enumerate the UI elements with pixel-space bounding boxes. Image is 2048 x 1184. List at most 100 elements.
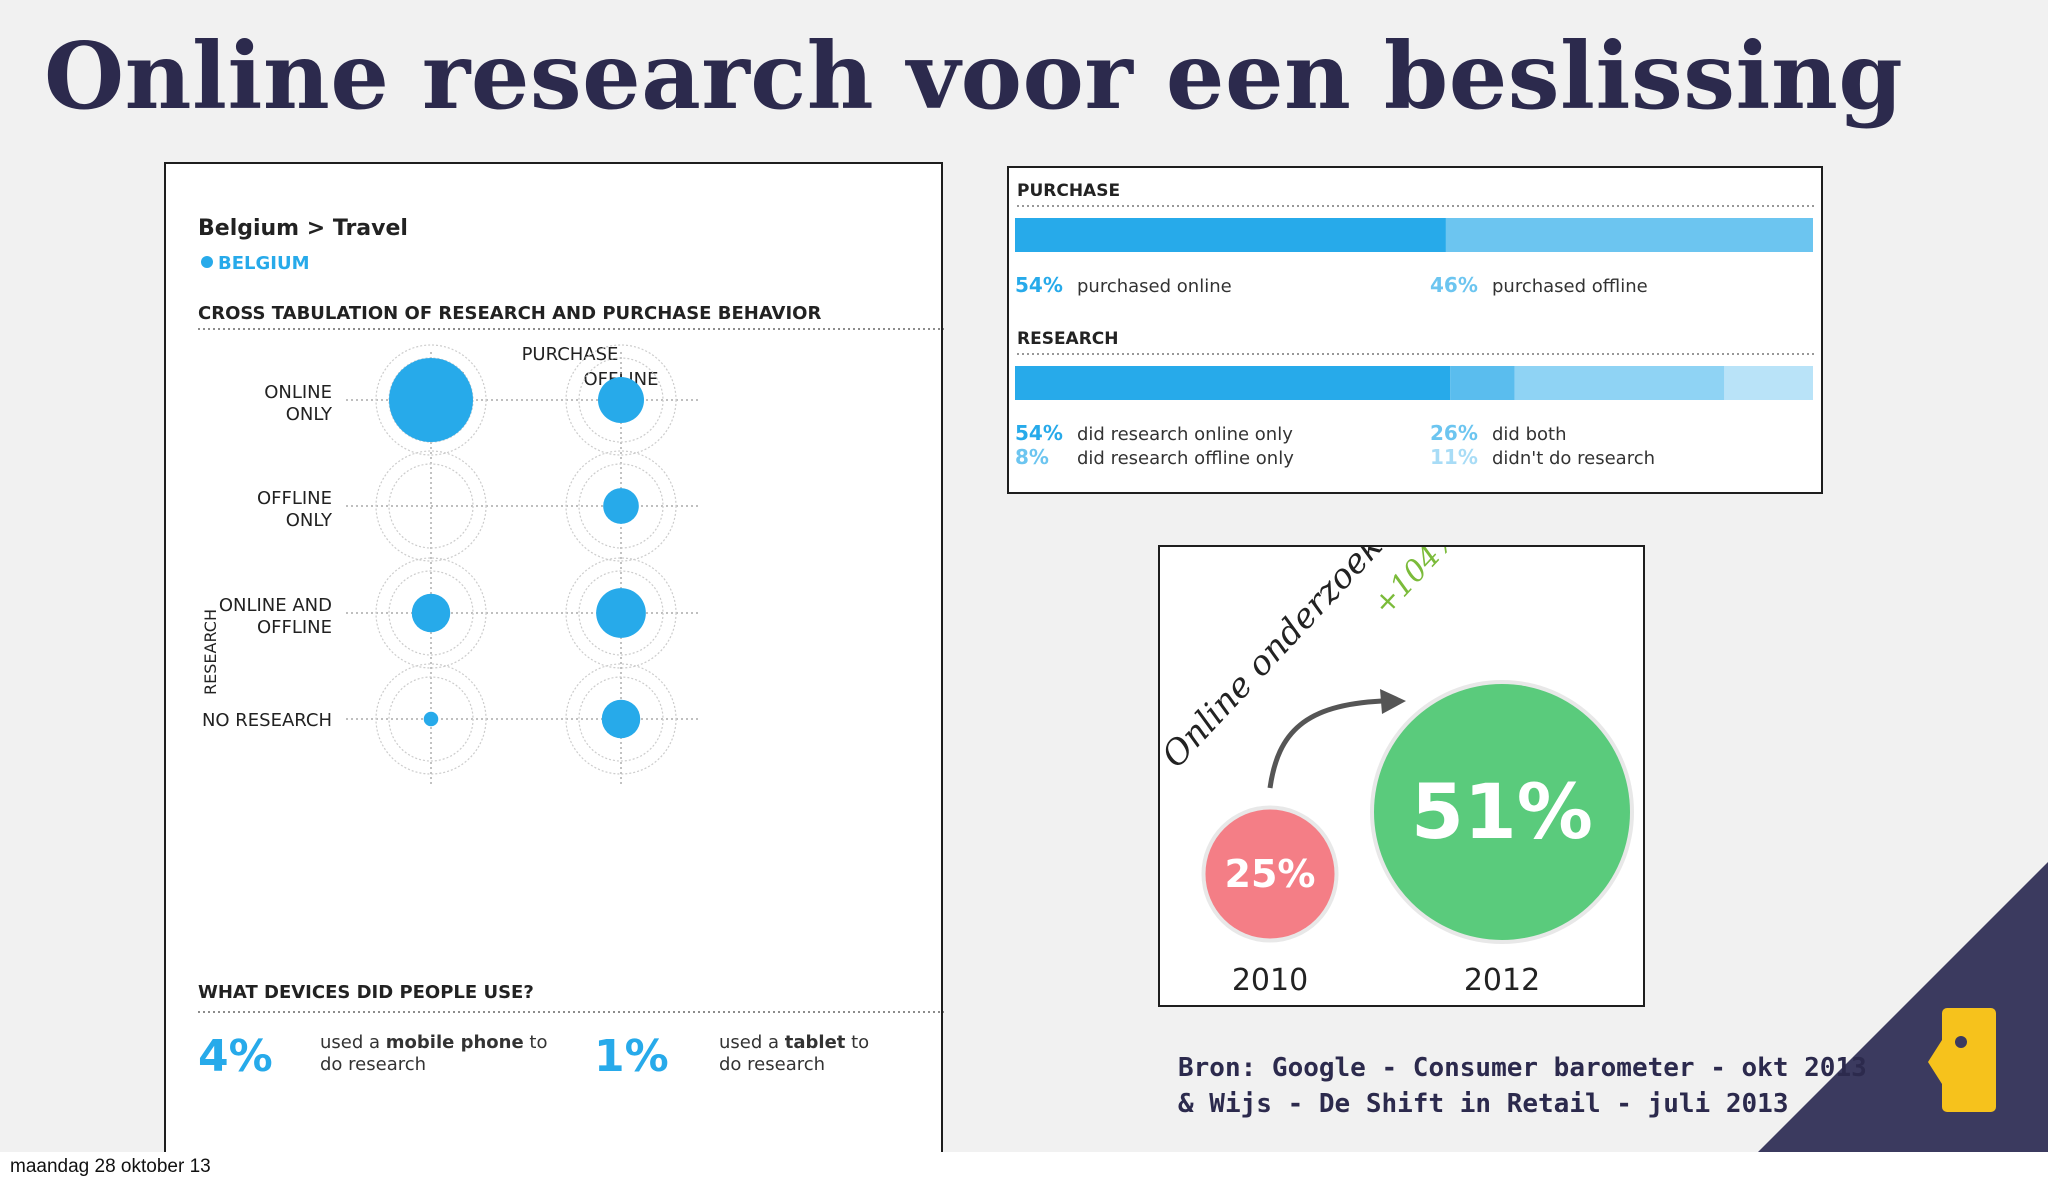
bubble-online-row-0 <box>389 358 473 442</box>
devices-title: WHAT DEVICES DID PEOPLE USE? <box>198 982 534 1003</box>
legend-label: purchased offline <box>1492 276 1648 297</box>
summary-legend: 54% purchased online 46% purchased offline 5… <box>1015 273 1655 469</box>
bubble-ring <box>578 570 664 656</box>
device-tablet-line2: do research <box>719 1054 825 1075</box>
row-label-line: ONLINE <box>264 382 332 403</box>
source-line-2: & Wijs - De Shift in Retail - juli 2013 <box>1178 1089 1789 1119</box>
legend-pct: 8% <box>1015 445 1049 469</box>
purchase-section-title: PURCHASE <box>1017 181 1120 201</box>
footer-date: maandag 28 oktober 13 <box>10 1156 211 1177</box>
growth-bubble-label: 51% <box>1411 767 1593 856</box>
bubble-ring <box>565 663 677 775</box>
row-label-line: OFFLINE <box>257 488 332 509</box>
device-mobile-post: to <box>524 1032 548 1053</box>
source-note: Bron: Google - Consumer barometer - okt … <box>1178 1050 1867 1122</box>
device-tablet-pre: used a <box>719 1032 785 1053</box>
source-line-1: Bron: Google - Consumer barometer - okt … <box>1178 1053 1867 1083</box>
row-label: ONLINE AND OFFLINE <box>219 595 332 638</box>
bubble-ring <box>565 344 677 456</box>
bubble-ring <box>388 570 474 656</box>
bubble-ring <box>578 357 664 443</box>
logo-eye <box>1955 1036 1967 1048</box>
logo-beak <box>1928 1040 1942 1084</box>
growth-arrow-head <box>1380 689 1406 714</box>
bubble-ring <box>375 663 487 775</box>
country-dot <box>201 256 213 268</box>
growth-bubble-label: 25% <box>1225 852 1316 896</box>
row-label-line: NO RESEARCH <box>202 710 332 731</box>
bubble-ring <box>565 450 677 562</box>
cross-tabulation-chart: Belgium > Travel BELGIUM CROSS TABULATIO… <box>198 216 944 1082</box>
bar-segment-1-0 <box>1015 366 1451 400</box>
row-label-line: OFFLINE <box>257 617 332 638</box>
logo-icon <box>1928 1008 1996 1112</box>
growth-bubble-2010 <box>1205 809 1335 939</box>
legend-label: did research online only <box>1077 424 1293 445</box>
bubble-ring <box>578 463 664 549</box>
country-label: BELGIUM <box>218 253 310 274</box>
legend-pct: 26% <box>1430 421 1478 445</box>
bubble-ring <box>565 557 677 669</box>
row-label-line: ONLY <box>286 404 333 425</box>
legend-pct: 54% <box>1015 273 1063 297</box>
row-label-line: ONLINE AND <box>219 595 332 616</box>
research-axis-label: RESEARCH <box>201 609 220 695</box>
corner-decoration <box>1758 862 2048 1152</box>
bubble-matrix: ONLINEOFFLINEONLINEONLYOFFLINEONLYONLINE… <box>202 344 700 784</box>
summary-panel: PURCHASE RESEARCH 54% purchased online 46%… <box>1007 166 1823 494</box>
bubble-ring <box>375 344 487 456</box>
device-tablet-value: 1% <box>594 1031 669 1082</box>
bar-segment-1-2 <box>1514 366 1725 400</box>
bubble-online-row-2 <box>411 593 451 633</box>
bubble-offline-row-2 <box>596 588 646 638</box>
row-label: ONLINE ONLY <box>264 382 333 425</box>
bubble-offline-row-3 <box>601 699 641 739</box>
research-section-title: RESEARCH <box>1017 329 1119 349</box>
device-tablet-text: used a tablet to <box>719 1032 869 1053</box>
device-mobile-line2: do research <box>320 1054 426 1075</box>
row-label-line: ONLY <box>286 510 333 531</box>
legend-label: purchased online <box>1077 276 1232 297</box>
growth-bubble-2012 <box>1374 684 1630 940</box>
logo-body <box>1942 1008 1996 1112</box>
row-label: OFFLINE ONLY <box>257 488 333 531</box>
bar-segment-0-1 <box>1445 218 1813 252</box>
cross-title: CROSS TABULATION OF RESEARCH AND PURCHAS… <box>198 303 821 324</box>
bar-segment-1-1 <box>1450 366 1515 400</box>
summary-chart: PURCHASE RESEARCH 54% purchased online 46%… <box>1015 181 1815 469</box>
bubble-ring <box>388 676 474 762</box>
bubble-ring <box>375 450 487 562</box>
purchase-axis-label: PURCHASE <box>522 344 619 365</box>
bubble-offline-row-1 <box>603 488 639 524</box>
bar-segment-1-3 <box>1724 366 1813 400</box>
device-tablet-bold: tablet <box>785 1032 846 1053</box>
device-tablet-post: to <box>845 1032 869 1053</box>
growth-arrow <box>1267 698 1383 789</box>
bubble-ring <box>375 557 487 669</box>
bubble-offline-row-0 <box>597 376 645 424</box>
legend-pct: 46% <box>1430 273 1478 297</box>
growth-year-label: 2012 <box>1464 963 1540 998</box>
row-label: NO RESEARCH <box>202 710 332 731</box>
bubble-online-row-3 <box>423 711 439 727</box>
growth-bubbles: 25% 2010 51% 2012 <box>1201 680 1634 998</box>
purchase-stacked-bar <box>1015 218 1813 252</box>
legend-label: did research offline only <box>1077 448 1294 469</box>
legend-label: didn't do research <box>1492 448 1655 469</box>
research-stacked-bar <box>1015 366 1813 400</box>
device-mobile-text: used a mobile phone to <box>320 1032 547 1053</box>
device-mobile-pre: used a <box>320 1032 386 1053</box>
legend-pct: 54% <box>1015 421 1063 445</box>
device-tablet: 1% used a tablet to do research <box>594 1031 869 1082</box>
cross-tabulation-panel: Belgium > Travel BELGIUM CROSS TABULATIO… <box>164 162 944 1152</box>
slide: Online research voor een beslissing Belg… <box>0 0 2048 1152</box>
bar-segment-0-0 <box>1015 218 1446 252</box>
device-mobile: 4% used a mobile phone to do research <box>198 1031 547 1082</box>
legend-pct: 11% <box>1430 445 1478 469</box>
breadcrumb: Belgium > Travel <box>198 216 408 241</box>
device-mobile-bold: mobile phone <box>386 1032 524 1053</box>
bubble-ring <box>578 676 664 762</box>
device-mobile-value: 4% <box>198 1031 273 1082</box>
growth-panel: Online onderzoek +104% 25% 2010 51% 2012 <box>1158 545 1645 1007</box>
